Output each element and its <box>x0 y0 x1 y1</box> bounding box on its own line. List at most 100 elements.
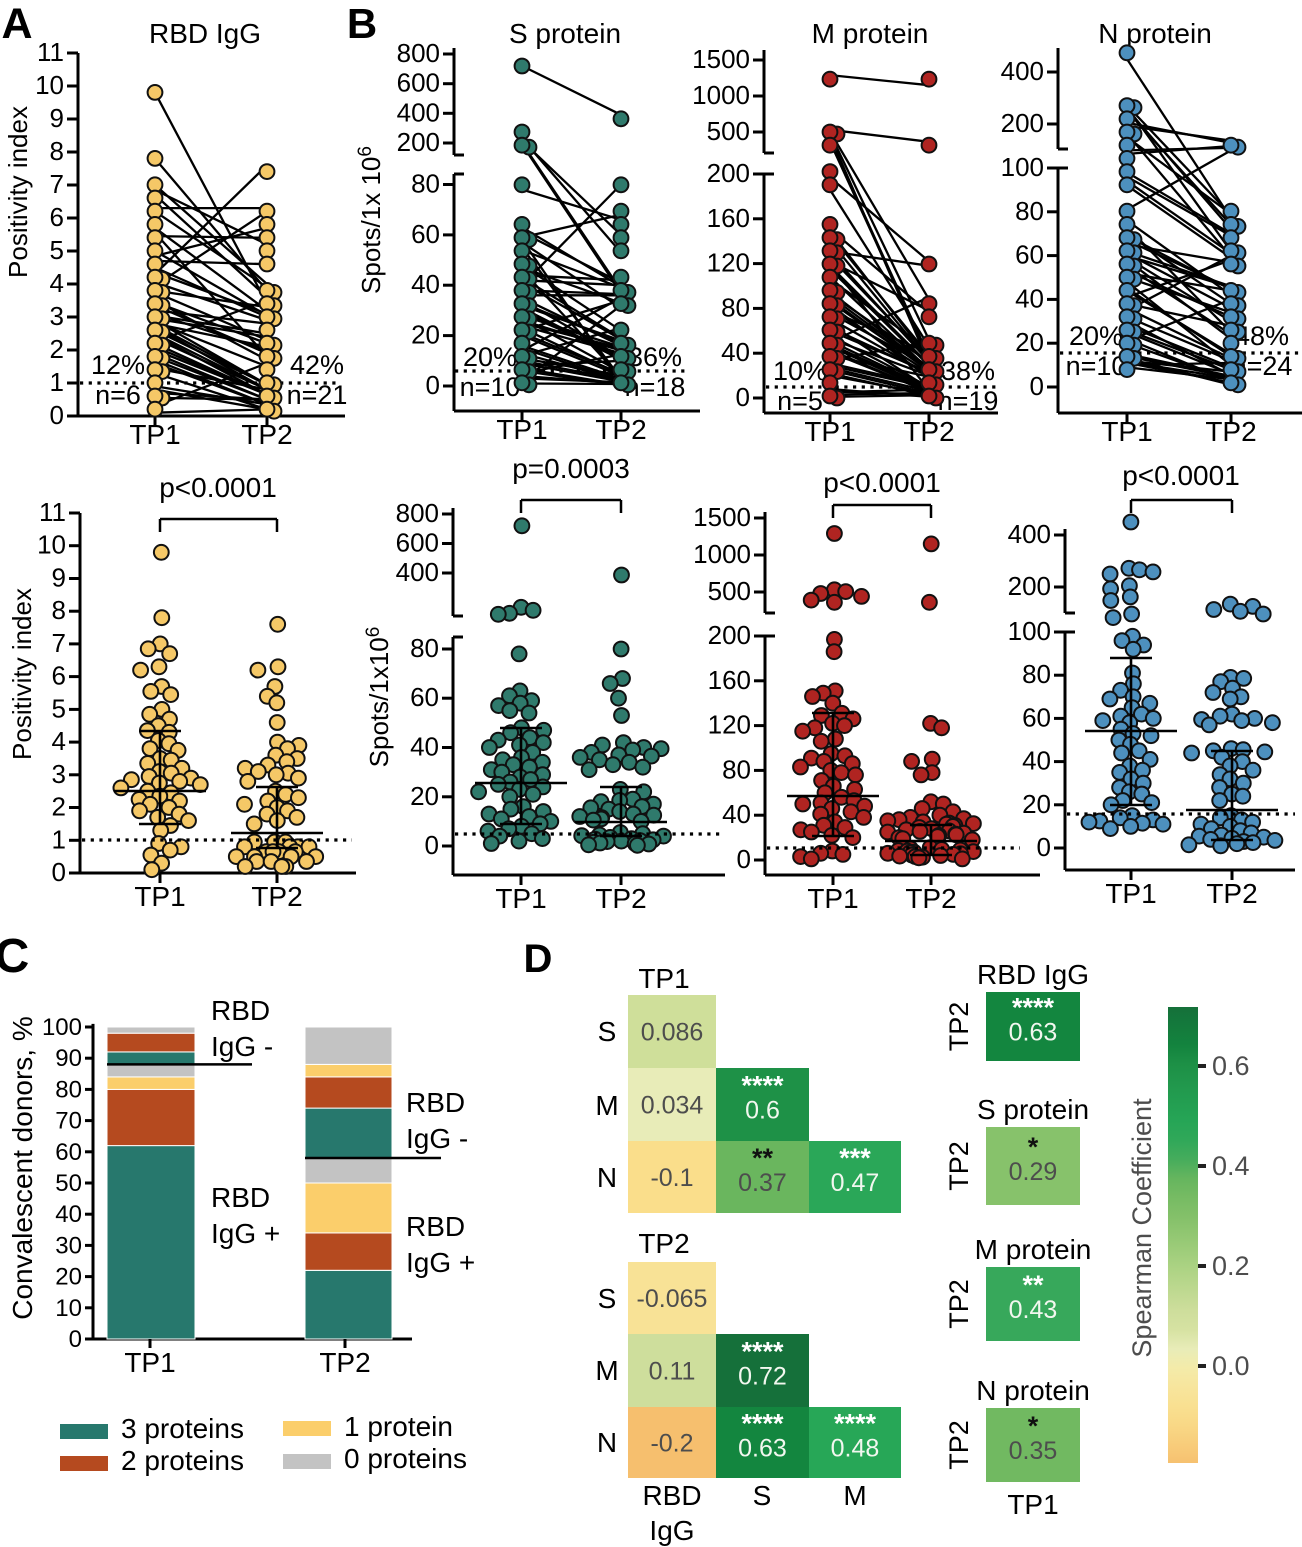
svg-text:Positivity index: Positivity index <box>7 588 37 760</box>
svg-text:n=19: n=19 <box>938 386 999 416</box>
svg-text:n=10: n=10 <box>1066 351 1127 381</box>
svg-text:60: 60 <box>410 682 439 712</box>
svg-text:n=21: n=21 <box>287 380 348 410</box>
svg-text:2: 2 <box>52 792 66 822</box>
svg-text:*: * <box>1028 1132 1039 1162</box>
svg-text:0: 0 <box>425 830 439 860</box>
svg-text:n=10: n=10 <box>460 372 521 402</box>
svg-text:0.4: 0.4 <box>1212 1151 1250 1181</box>
svg-text:400: 400 <box>1001 56 1044 86</box>
svg-text:40: 40 <box>411 269 440 299</box>
svg-text:****: **** <box>741 1337 784 1367</box>
svg-text:70: 70 <box>55 1108 82 1135</box>
svg-text:TP2: TP2 <box>1206 878 1257 909</box>
svg-text:1: 1 <box>50 367 64 397</box>
svg-text:9: 9 <box>50 103 64 133</box>
svg-text:0.034: 0.034 <box>641 1092 704 1120</box>
svg-text:5: 5 <box>52 693 66 723</box>
svg-text:M: M <box>843 1480 866 1511</box>
svg-text:4: 4 <box>52 726 66 756</box>
svg-text:N protein: N protein <box>1098 18 1212 49</box>
svg-text:80: 80 <box>410 633 439 663</box>
svg-text:p<0.0001: p<0.0001 <box>159 472 277 503</box>
svg-text:40: 40 <box>1015 283 1044 313</box>
svg-text:****: **** <box>834 1409 877 1439</box>
svg-text:p<0.0001: p<0.0001 <box>823 467 941 498</box>
svg-text:C: C <box>0 930 29 983</box>
svg-text:-0.1: -0.1 <box>650 1164 693 1192</box>
svg-text:10: 10 <box>37 530 66 560</box>
svg-text:***: *** <box>839 1143 871 1173</box>
svg-text:800: 800 <box>397 38 440 68</box>
svg-text:0.43: 0.43 <box>1009 1296 1058 1324</box>
svg-text:20%: 20% <box>1069 321 1123 351</box>
svg-text:11: 11 <box>39 497 66 527</box>
svg-text:RBD: RBD <box>406 1087 465 1118</box>
svg-text:80: 80 <box>411 169 440 199</box>
svg-text:TP2: TP2 <box>595 883 646 914</box>
svg-text:1: 1 <box>52 824 66 854</box>
svg-text:S: S <box>753 1480 772 1511</box>
svg-text:80: 80 <box>55 1076 82 1103</box>
svg-text:S protein: S protein <box>509 18 621 49</box>
svg-text:80: 80 <box>1022 659 1051 689</box>
svg-text:TP1: TP1 <box>1105 878 1156 909</box>
svg-text:IgG -: IgG - <box>406 1123 468 1154</box>
svg-text:20: 20 <box>55 1264 82 1291</box>
svg-text:20: 20 <box>410 781 439 811</box>
svg-text:200: 200 <box>397 127 440 157</box>
svg-text:4: 4 <box>50 268 64 298</box>
svg-text:10: 10 <box>35 70 64 100</box>
svg-text:TP1: TP1 <box>638 963 689 994</box>
svg-text:80: 80 <box>722 754 751 784</box>
svg-text:120: 120 <box>707 248 750 278</box>
svg-text:5: 5 <box>50 235 64 265</box>
svg-text:0.6: 0.6 <box>745 1097 780 1125</box>
svg-text:20%: 20% <box>463 342 517 372</box>
svg-text:Spearman Coefficient: Spearman Coefficient <box>1127 1098 1157 1358</box>
svg-text:p=0.0003: p=0.0003 <box>512 453 630 484</box>
svg-text:S protein: S protein <box>977 1094 1089 1125</box>
svg-text:Spots/1x106: Spots/1x106 <box>363 627 394 768</box>
svg-text:0.47: 0.47 <box>831 1169 880 1197</box>
svg-text:60: 60 <box>1022 702 1051 732</box>
svg-text:****: **** <box>741 1071 784 1101</box>
svg-text:0.6: 0.6 <box>1212 1051 1250 1081</box>
svg-text:Convalescent donors, %: Convalescent donors, % <box>7 1016 38 1320</box>
svg-text:RBD: RBD <box>406 1211 465 1242</box>
svg-text:160: 160 <box>708 665 751 695</box>
svg-text:40: 40 <box>1022 746 1051 776</box>
svg-text:0: 0 <box>69 1326 82 1353</box>
svg-text:IgG: IgG <box>649 1515 694 1546</box>
svg-text:20: 20 <box>411 320 440 350</box>
svg-text:2: 2 <box>50 334 64 364</box>
svg-text:2 proteins: 2 proteins <box>121 1445 244 1476</box>
svg-text:7: 7 <box>50 169 64 199</box>
svg-text:0.086: 0.086 <box>641 1019 704 1047</box>
svg-text:12%: 12% <box>91 350 145 380</box>
svg-text:0 proteins: 0 proteins <box>344 1443 467 1474</box>
svg-text:40: 40 <box>722 799 751 829</box>
svg-text:TP1: TP1 <box>495 883 546 914</box>
svg-text:40: 40 <box>55 1201 82 1228</box>
svg-text:S: S <box>598 1016 617 1047</box>
svg-text:600: 600 <box>397 68 440 98</box>
svg-text:400: 400 <box>1008 519 1051 549</box>
svg-text:800: 800 <box>396 498 439 528</box>
svg-text:0: 0 <box>737 844 751 874</box>
svg-text:40: 40 <box>410 732 439 762</box>
svg-text:TP2: TP2 <box>595 414 646 445</box>
svg-text:50: 50 <box>55 1170 82 1197</box>
svg-text:80: 80 <box>721 292 750 322</box>
svg-text:TP1: TP1 <box>124 1347 175 1378</box>
svg-text:80: 80 <box>1015 196 1044 226</box>
svg-text:-0.2: -0.2 <box>650 1430 693 1458</box>
svg-text:400: 400 <box>397 97 440 127</box>
svg-text:42%: 42% <box>290 350 344 380</box>
svg-text:9: 9 <box>52 563 66 593</box>
svg-text:0: 0 <box>1037 832 1051 862</box>
svg-text:TP2: TP2 <box>944 1141 974 1191</box>
svg-text:S: S <box>598 1283 617 1314</box>
svg-text:RBD: RBD <box>211 995 270 1026</box>
svg-text:0.37: 0.37 <box>738 1169 787 1197</box>
